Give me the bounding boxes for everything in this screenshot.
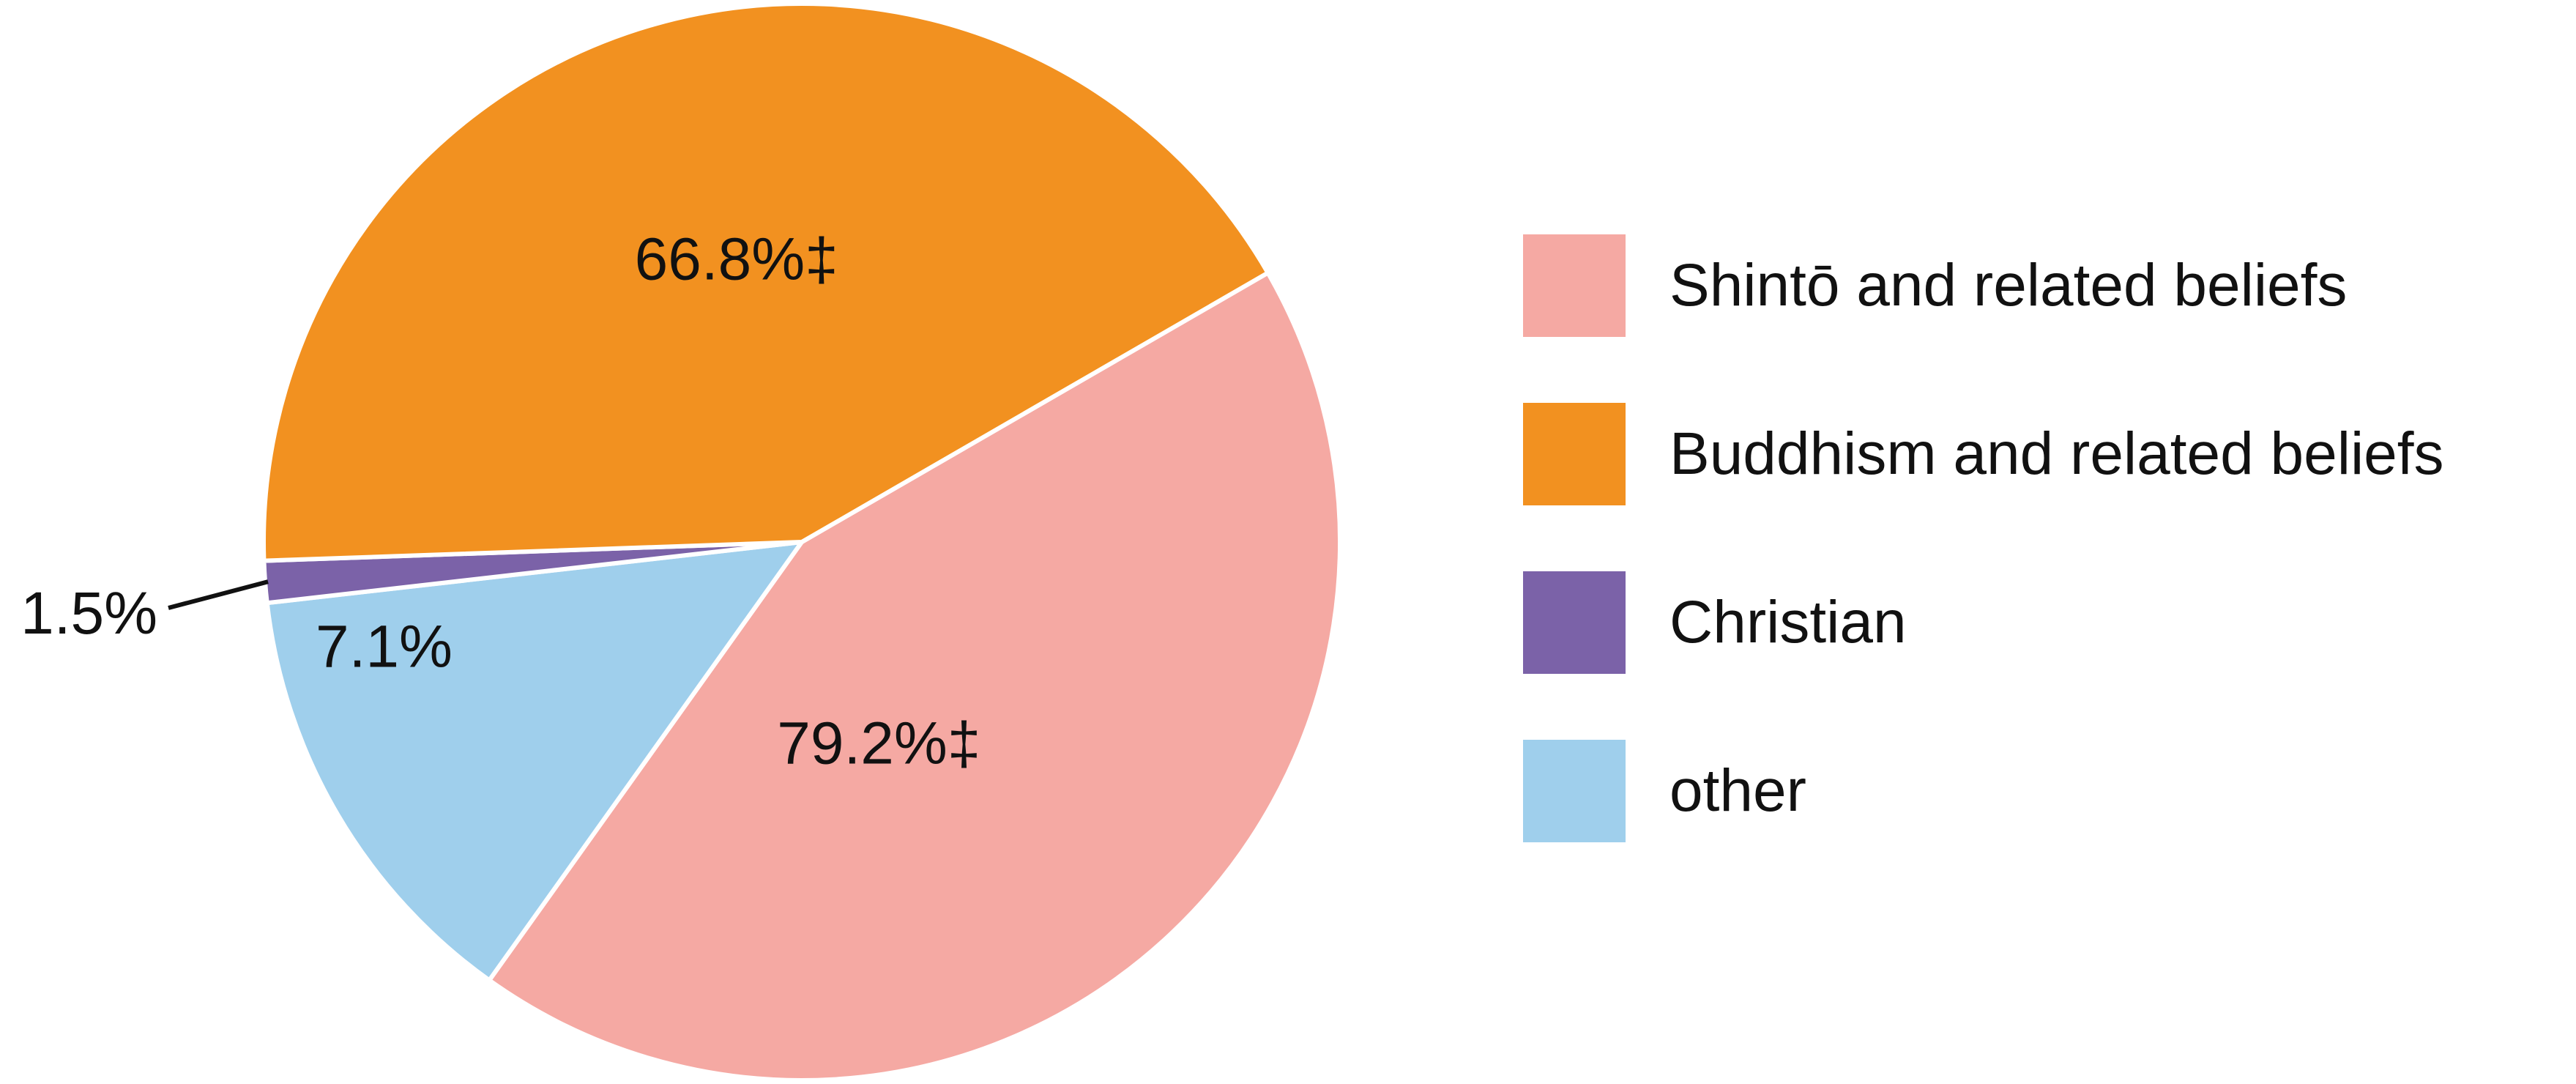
pie-data-labels: 79.2%‡ 7.1% 1.5% 66.8%‡ [21,226,980,776]
legend-label-shinto: Shintō and related beliefs [1669,252,2348,319]
pie-slice-other [264,540,804,983]
legend-item-buddhism: Buddhism and related beliefs [1523,403,2444,505]
pie-slice-shint [487,270,1342,1083]
data-label-shint: 79.2%‡ [777,710,980,776]
legend-label-christian: Christian [1669,589,1907,656]
data-label-christian: 1.5% [21,580,157,647]
data-label-buddhism: 66.8%‡ [635,226,838,292]
legend-label-buddhism: Buddhism and related beliefs [1669,420,2444,487]
legend-swatch-christian [1523,571,1626,674]
legend-swatch-other [1523,740,1626,842]
legend-label-other: other [1669,757,1806,824]
legend-item-christian: Christian [1523,571,2444,674]
data-label-other: 7.1% [316,613,453,680]
leader-line-christian [168,579,269,610]
pie-slices [261,1,1342,1083]
legend-item-shinto: Shintō and related beliefs [1523,234,2444,337]
legend: Shintō and related beliefs Buddhism and … [1523,234,2444,908]
legend-swatch-shinto [1523,234,1626,337]
legend-swatch-buddhism [1523,403,1626,505]
pie-slice-buddhism [261,1,1270,563]
legend-item-other: other [1523,740,2444,842]
